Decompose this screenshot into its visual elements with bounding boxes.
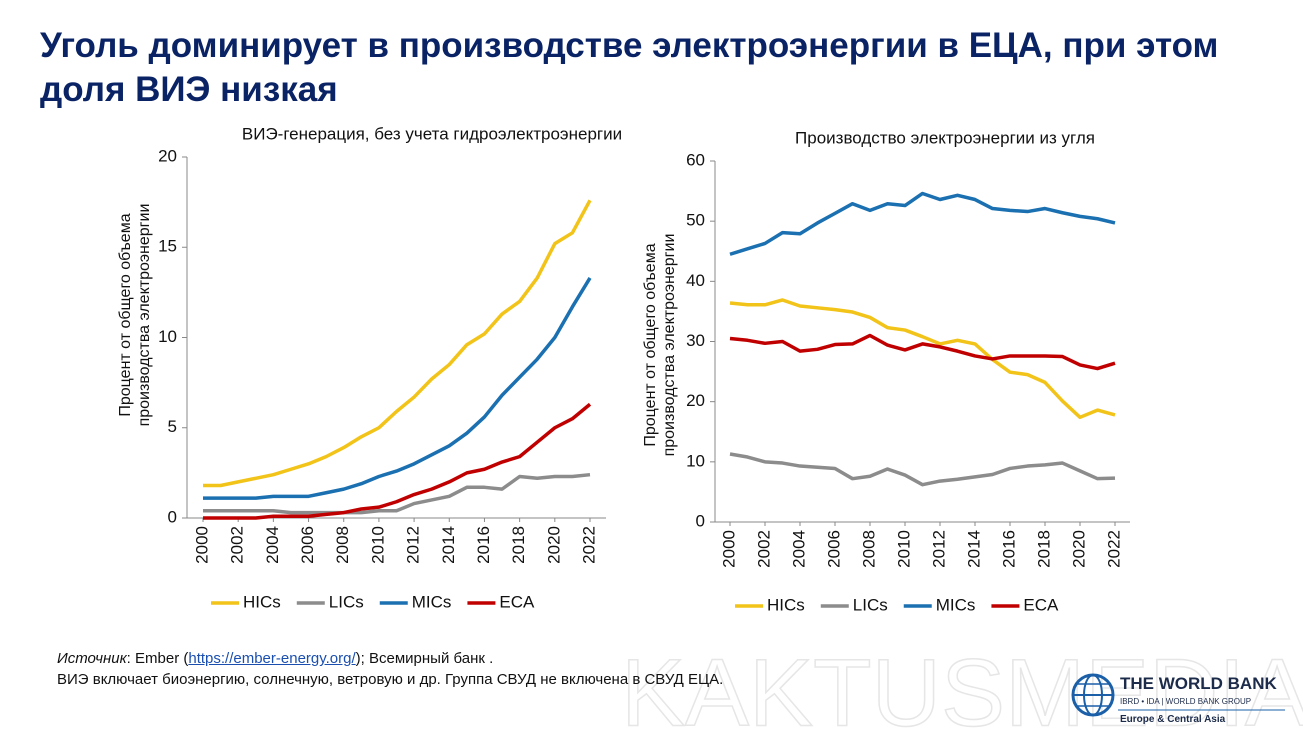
y-tick-label: 0 [168, 507, 177, 526]
y-axis-label: Процент от общего объема производства эл… [642, 233, 678, 457]
series-line [729, 191, 1116, 256]
x-tick-label: 2008 [333, 526, 352, 564]
chart-title: ВИЭ-генерация, без учета гидроэлектроэне… [242, 124, 622, 143]
y-tick-label: 60 [686, 150, 705, 169]
x-tick-label: 2006 [298, 526, 317, 564]
legend-label: MICs [936, 595, 976, 614]
legend-label: LICs [329, 592, 364, 611]
source-text: ); Всемирный банк . [355, 650, 494, 667]
legend-label: HICs [243, 592, 281, 611]
logo-group: IBRD • IDA | WORLD BANK GROUP [1120, 697, 1251, 706]
source-label: Источник [57, 650, 127, 667]
logo-globe [1071, 673, 1115, 717]
chart: Производство электроэнергии из угля 0 10 20… [686, 128, 1130, 614]
y-tick-label: 10 [158, 327, 177, 346]
x-tick-label: 2020 [1069, 530, 1088, 568]
series-line [729, 452, 1116, 487]
series-line [203, 199, 592, 488]
x-tick-label: 2012 [404, 526, 423, 564]
source-link[interactable]: https://ember-energy.org/ [188, 650, 356, 667]
y-tick-label: 50 [686, 211, 705, 230]
series-line [203, 402, 592, 520]
series-line [729, 333, 1116, 371]
legend-label: LICs [853, 595, 888, 614]
x-tick-label: 2014 [964, 530, 983, 568]
x-tick-label: 2016 [474, 526, 493, 564]
x-tick-label: 2008 [859, 530, 878, 568]
series-line [729, 298, 1116, 420]
logo-region: Europe & Central Asia [1120, 714, 1226, 725]
series-line [203, 472, 591, 515]
x-tick-label: 2022 [1104, 530, 1123, 568]
x-tick-label: 2006 [824, 530, 843, 568]
y-tick-label: 40 [686, 271, 705, 290]
x-tick-label: 2004 [263, 526, 282, 564]
y-tick-label: 5 [168, 417, 177, 436]
y-axis-label: Процент от общего объема производства эл… [117, 203, 153, 427]
x-tick-label: 2018 [1034, 530, 1053, 568]
series-line [203, 277, 592, 500]
x-tick-label: 2010 [894, 530, 913, 568]
logo-name: THE WORLD BANK [1120, 674, 1277, 693]
note-text: ВИЭ включает биоэнергию, солнечную, ветр… [57, 671, 724, 688]
y-tick-label: 20 [686, 391, 705, 410]
chart-title: Производство электроэнергии из угля [795, 128, 1095, 147]
x-tick-label: 2000 [192, 526, 211, 564]
x-tick-label: 2016 [999, 530, 1018, 568]
chart: ВИЭ-генерация, без учета гидроэлектроэне… [158, 124, 622, 611]
x-tick-label: 2012 [929, 530, 948, 568]
x-tick-label: 2018 [509, 526, 528, 564]
x-tick-label: 2000 [719, 530, 738, 568]
source-text: : Ember ( [126, 650, 189, 667]
legend-label: ECA [499, 592, 535, 611]
legend-label: ECA [1023, 595, 1059, 614]
x-tick-label: 2020 [544, 526, 563, 564]
x-tick-label: 2002 [754, 530, 773, 568]
x-tick-label: 2010 [368, 526, 387, 564]
legend-label: MICs [412, 592, 452, 611]
x-tick-label: 2004 [789, 530, 808, 568]
x-tick-label: 2002 [228, 526, 247, 564]
slide-title: Уголь доминирует в производстве электроэ… [40, 26, 1219, 109]
y-tick-label: 20 [158, 146, 177, 165]
y-tick-label: 0 [696, 511, 705, 530]
y-tick-label: 15 [158, 237, 177, 256]
x-tick-label: 2022 [579, 526, 598, 564]
x-tick-label: 2014 [439, 526, 458, 564]
legend-label: HICs [767, 595, 805, 614]
y-tick-label: 10 [686, 451, 705, 470]
source-line: Источник: Ember (https://ember-energy.or… [57, 648, 723, 669]
notes: Источник: Ember (https://ember-energy.or… [57, 648, 723, 690]
y-tick-label: 30 [686, 331, 705, 350]
watermark: KAKTUSMEDIA [621, 639, 1303, 732]
